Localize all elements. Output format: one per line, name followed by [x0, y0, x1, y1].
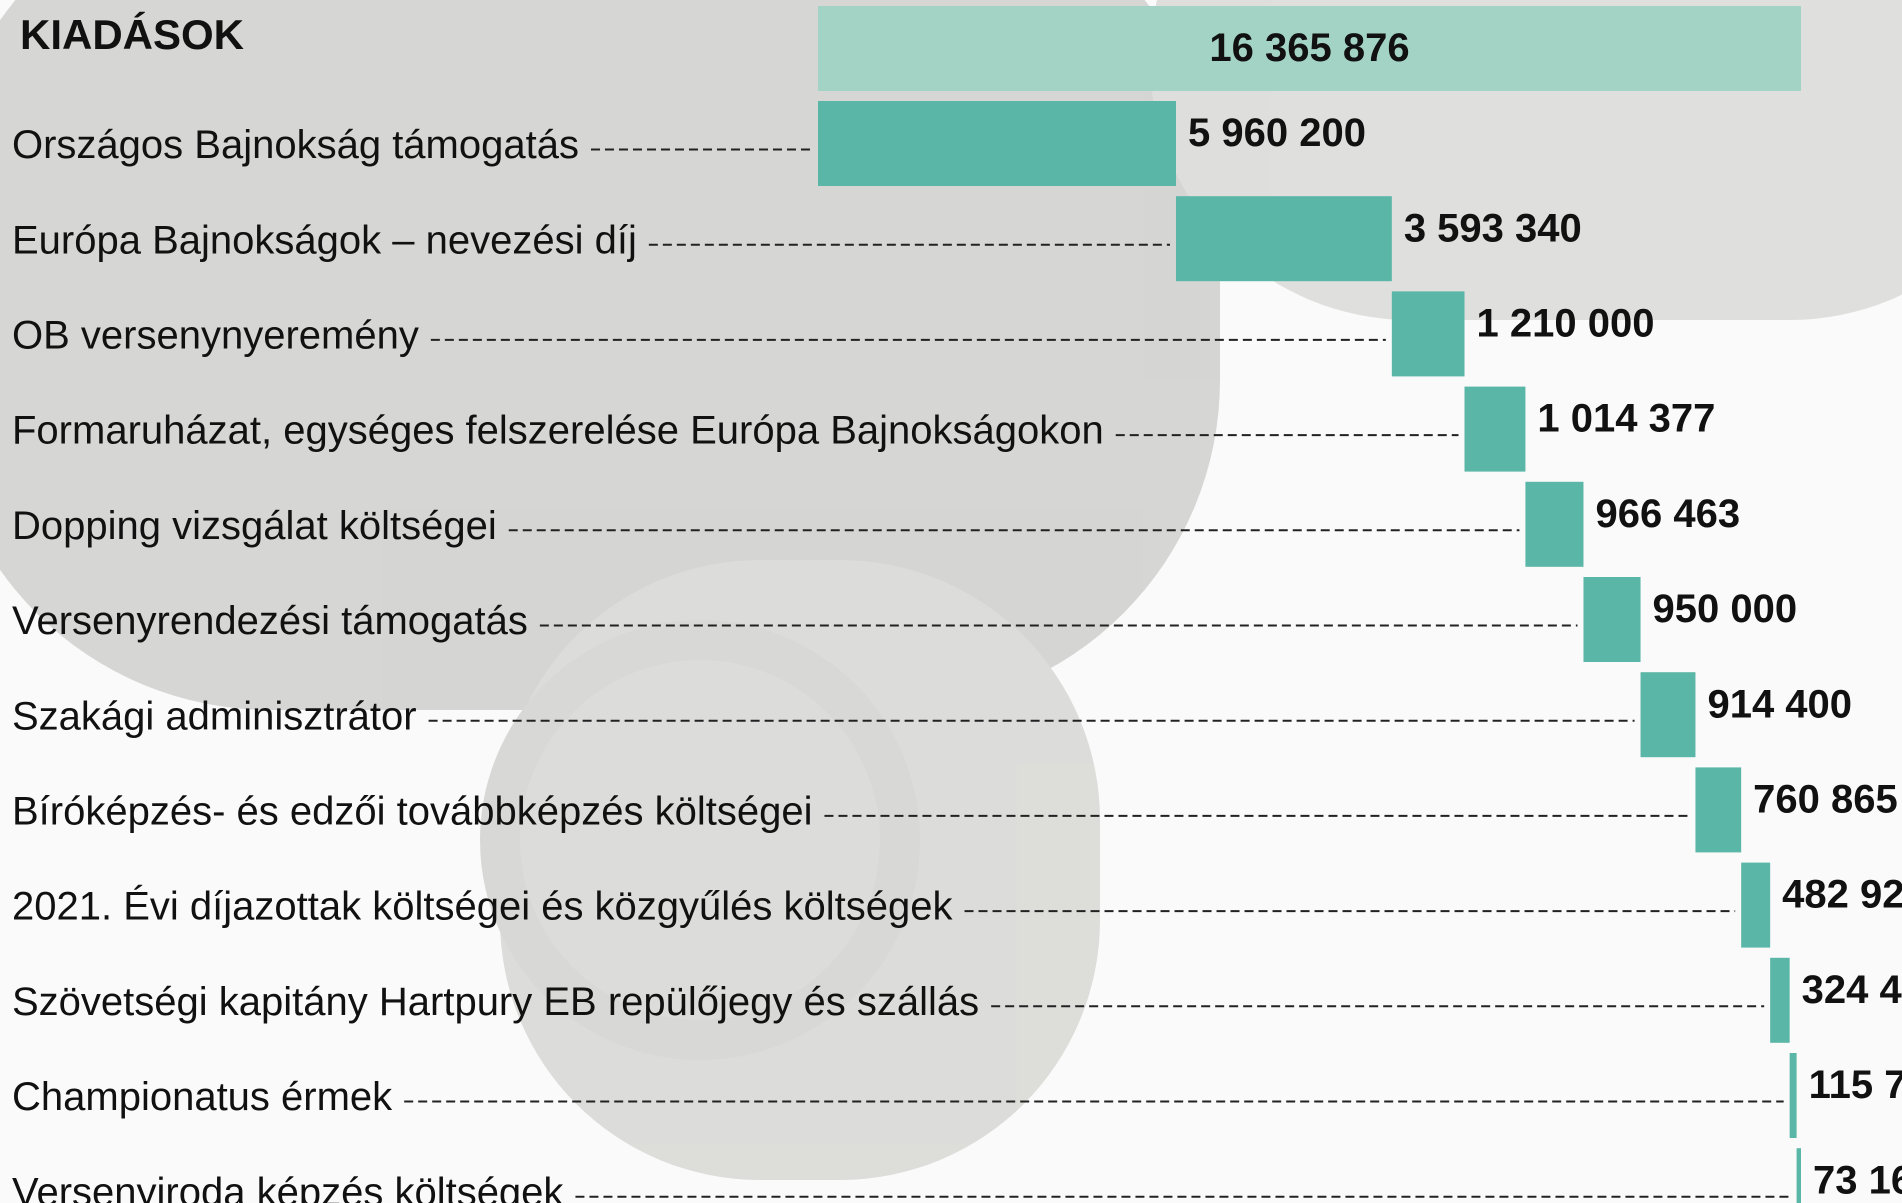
value-label: 482 921 [1782, 873, 1902, 917]
category-label: Szakági adminisztrátor [12, 694, 417, 738]
bar [1797, 1148, 1801, 1203]
bar [1790, 1053, 1797, 1138]
bar [1583, 577, 1640, 662]
value-label: 1 210 000 [1477, 301, 1655, 345]
bar [1176, 196, 1392, 281]
bar [1641, 672, 1696, 757]
value-label: 73 165 [1813, 1158, 1902, 1202]
value-label: 1 014 377 [1537, 397, 1715, 441]
value-label: 914 400 [1707, 682, 1852, 726]
category-label: Championatus érmek [12, 1075, 393, 1119]
category-label: 2021. Évi díjazottak költségei és közgyű… [12, 884, 954, 929]
value-label: 5 960 200 [1188, 111, 1366, 155]
chart: 16 365 876 KIADÁSOK Országos Bajnokság tám… [0, 0, 1902, 1203]
value-label: 324 436 [1802, 968, 1902, 1012]
category-label: Európa Bajnokságok – nevezési díj [12, 218, 637, 262]
category-label: Országos Bajnokság támogatás [12, 123, 579, 167]
category-label: Versenyiroda képzés költségek [12, 1170, 564, 1203]
category-label: OB versenynyeremény [12, 313, 419, 357]
value-label: 760 865 [1753, 777, 1898, 821]
bar [1465, 387, 1526, 472]
value-label: 3 593 340 [1404, 206, 1582, 250]
bar [1770, 958, 1789, 1043]
value-label: 16 365 876 [1209, 26, 1409, 70]
bar [818, 101, 1176, 186]
value-label: 115 709 [1809, 1063, 1902, 1107]
category-label: Dopping vizsgálat költségei [12, 504, 497, 548]
category-label: Versenyrendezési támogatás [12, 599, 528, 643]
bar [1525, 482, 1583, 567]
bar [1392, 291, 1465, 376]
bar [1741, 863, 1770, 948]
value-label: 950 000 [1653, 587, 1798, 631]
value-label: 966 463 [1595, 492, 1740, 536]
category-label: Formaruházat, egységes felszerelése Euró… [12, 409, 1104, 453]
bar [1695, 767, 1741, 852]
category-label: KIADÁSOK [20, 11, 244, 58]
category-label: Bíróképzés- és edzői továbbképzés költsé… [12, 789, 812, 833]
category-label: Szövetségi kapitány Hartpury EB repülője… [12, 980, 979, 1024]
